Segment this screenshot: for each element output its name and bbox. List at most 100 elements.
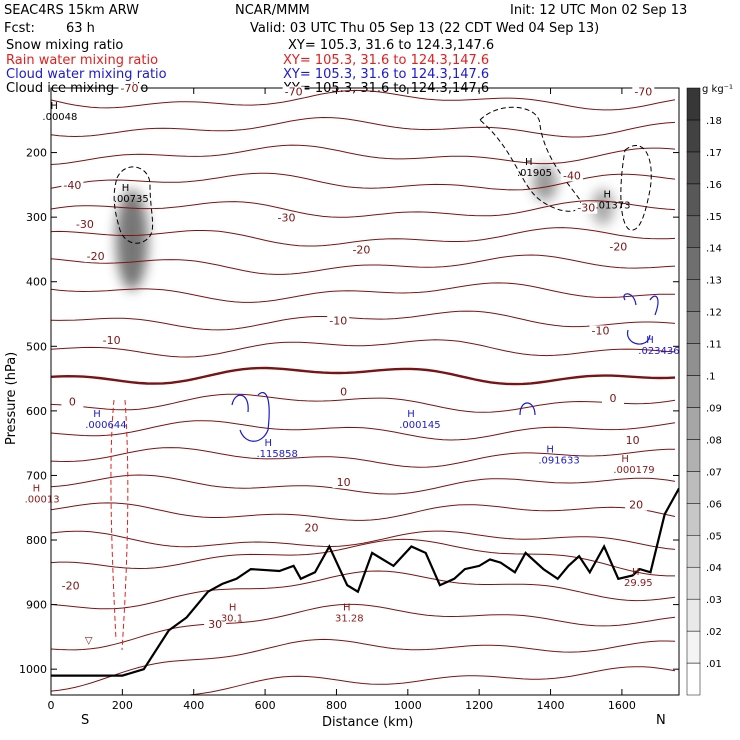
x-tick-label-1: 200: [112, 699, 133, 712]
field-name-rain: Rain water mixing ratio: [6, 53, 158, 68]
isotherm-label-7: -30: [577, 202, 595, 215]
y-axis-label: Pressure (hPa): [4, 352, 19, 445]
valid-time: Valid: 03 UTC Thu 05 Sep 13 (22 CDT Wed …: [250, 21, 599, 36]
terrain-line: [51, 487, 679, 677]
maximum-value-2: .01905: [517, 168, 552, 179]
plot-clip-group: [51, 89, 679, 695]
isotherm-label-9: -20: [352, 244, 370, 257]
x-tick-label-5: 1000: [394, 699, 422, 712]
plot-frame: [50, 87, 680, 696]
isotherm-21: [184, 666, 676, 695]
x-tick-label-0: 0: [48, 699, 55, 712]
maximum-marker-3: H: [603, 189, 611, 200]
isotherm-5: [51, 227, 676, 247]
axis-end-north: N: [656, 713, 666, 728]
colorbar-swatch-0: [686, 662, 701, 696]
terrain-marker-0: ▽: [85, 635, 93, 646]
isotherm-3: [51, 172, 676, 191]
x-tick-label-4: 800: [326, 699, 347, 712]
maximum-marker-0: H: [50, 101, 58, 112]
maximum-value-5: .000644: [85, 420, 126, 431]
isotherm-label-bg-1: [282, 86, 305, 98]
snow-contour-2: [620, 145, 652, 231]
colorbar-swatch-11: [686, 311, 701, 344]
field-name-cloud-water: Cloud water mixing ratio: [6, 67, 167, 82]
x-tick-label-7: 1400: [537, 699, 565, 712]
isotherm-label-8: -20: [87, 250, 105, 263]
isotherm-label-bg-6: [275, 212, 298, 224]
snow-shading-1: [533, 165, 557, 201]
isotherm-label-bg-7: [575, 202, 598, 214]
isotherm-label-19: 20: [629, 499, 643, 512]
isotherm-label-21: -20: [62, 579, 80, 592]
isotherm-0: [51, 89, 676, 111]
y-tick-label-2: 400: [26, 276, 47, 289]
isotherm-9: [51, 339, 676, 358]
colorbar-swatch-18: [686, 87, 701, 121]
maximum-value-12: 31.28: [335, 614, 364, 625]
maximum-value-6: .115858: [257, 449, 298, 460]
forecast-hours: 63 h: [66, 21, 95, 36]
colorbar-swatch-2: [686, 598, 701, 632]
isotherm-label-bg-20: [300, 522, 323, 534]
field-xy-snow: XY= 105.3, 31.6 to 124.3,147.6: [288, 38, 494, 53]
isotherm-label-6: -30: [278, 211, 296, 224]
y-tick-label-5: 700: [26, 469, 47, 482]
isotherm-14: [51, 474, 676, 495]
maximum-value-10: .00013: [25, 494, 60, 505]
maximum-value-13: 29.95: [624, 578, 653, 589]
colorbar-swatch-8: [686, 407, 701, 440]
isotherm-label-13: -10: [592, 324, 610, 337]
isotherm-label-bg-3: [61, 180, 84, 192]
isotherm-label-bg-5: [73, 218, 96, 230]
field-xy-cloud-water: XY= 105.3, 31.6 to 124.3,147.6: [283, 67, 489, 82]
colorbar-level-0: .01: [706, 659, 722, 670]
maximum-marker-2: H: [525, 157, 533, 168]
maximum-marker-10: H: [33, 483, 41, 494]
isotherm-label-5: -30: [76, 218, 94, 231]
snow-contour-0: [113, 166, 154, 244]
colorbar-level-3: .04: [706, 563, 722, 574]
isotherm-label-bg-9: [350, 244, 373, 256]
isotherm-label-22: 30: [208, 618, 222, 631]
isotherm-label-bg-18: [332, 477, 355, 489]
isotherm-label-4: -40: [563, 169, 581, 182]
maximum-value-8: .091633: [538, 456, 579, 467]
cloud-water-contour-0: [231, 391, 270, 442]
colorbar-level-5: .06: [706, 499, 722, 510]
colorbar-level-13: .14: [706, 244, 722, 255]
colorbar-level-14: .15: [706, 212, 722, 223]
isotherm-label-bg-17: [621, 435, 644, 447]
snow-shading-0: [116, 190, 148, 290]
maximum-value-1: .00735: [114, 194, 149, 205]
isotherm-1: [51, 116, 676, 138]
colorbar-swatch-5: [686, 503, 701, 536]
isotherm-label-12: -10: [329, 315, 347, 328]
isotherm-8: [51, 310, 676, 331]
isotherm-12: [51, 420, 676, 441]
isotherm-16: [51, 530, 676, 550]
forecast-label: Fcst:: [4, 21, 35, 36]
isotherm-11: [51, 393, 676, 413]
y-tick-label-7: 900: [26, 599, 47, 612]
init-time: Init: 12 UTC Mon 02 Sep 13: [510, 3, 687, 18]
isotherm-label-18: 10: [337, 476, 351, 489]
colorbar-swatch-4: [686, 535, 701, 568]
y-tick-label-1: 300: [26, 211, 47, 224]
isotherm-2: [51, 144, 676, 165]
maximum-marker-6: H: [265, 438, 273, 449]
model-title: SEAC4RS 15km ARW: [4, 3, 139, 18]
colorbar-level-7: .08: [706, 435, 722, 446]
isotherm-label-bg-19: [625, 499, 648, 511]
isotherm-19: [51, 603, 676, 651]
plot-area: 0 200 400 600 800 1000 1200 1400 160020030040050…: [19, 82, 680, 712]
x-tick-label-3: 600: [255, 699, 276, 712]
isotherm-label-bg-22: [204, 619, 227, 631]
isotherm-4: [51, 200, 676, 218]
isotherm-label-bg-2: [632, 86, 655, 98]
y-tick-label-6: 800: [26, 534, 47, 547]
colorbar-level-9: .1: [706, 372, 716, 383]
isotherm-label-bg-16: [601, 393, 624, 405]
maximum-marker-11: H: [229, 603, 237, 614]
